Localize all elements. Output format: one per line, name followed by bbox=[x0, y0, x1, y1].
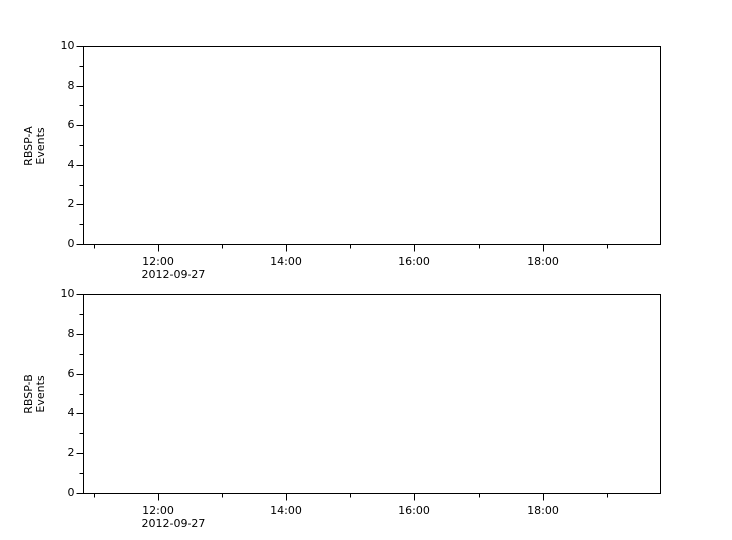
y-tick-label-rbsp-a: 4 bbox=[67, 158, 75, 171]
plot-area-rbsp-b[interactable] bbox=[83, 294, 661, 494]
plot-area-rbsp-a[interactable] bbox=[83, 46, 661, 245]
x-tick-label-rbsp-a: 14:00 bbox=[270, 255, 302, 268]
y-tick-label-rbsp-a: 8 bbox=[67, 79, 75, 92]
x-tick-label-rbsp-b: 18:00 bbox=[527, 504, 559, 517]
x-tick-label-rbsp-a: 18:00 bbox=[527, 255, 559, 268]
x-tick-label-rbsp-b: 14:00 bbox=[270, 504, 302, 517]
y-tick-label-rbsp-b: 6 bbox=[67, 367, 75, 380]
y-tick-label-rbsp-b: 0 bbox=[67, 486, 75, 499]
x-tick-label-rbsp-b: 16:00 bbox=[398, 504, 430, 517]
y-tick-label-rbsp-a: 0 bbox=[67, 237, 75, 250]
x-tick-label-rbsp-b: 12:00 bbox=[142, 504, 174, 517]
x-tick-label-rbsp-a: 12:00 bbox=[142, 255, 174, 268]
y-tick-label-rbsp-b: 2 bbox=[67, 446, 75, 459]
y-tick-label-rbsp-b: 8 bbox=[67, 327, 75, 340]
x-tick-label-rbsp-a: 16:00 bbox=[398, 255, 430, 268]
x-axis-date-label-rbsp-a: 2012-09-27 bbox=[141, 268, 206, 281]
x-axis-date-label-rbsp-b: 2012-09-27 bbox=[141, 517, 206, 530]
y-tick-label-rbsp-a: 6 bbox=[67, 118, 75, 131]
y-tick-label-rbsp-a: 10 bbox=[60, 39, 75, 52]
y-tick-label-rbsp-a: 2 bbox=[67, 197, 75, 210]
y-tick-label-rbsp-b: 10 bbox=[60, 287, 75, 300]
y-tick-label-rbsp-b: 4 bbox=[67, 406, 75, 419]
